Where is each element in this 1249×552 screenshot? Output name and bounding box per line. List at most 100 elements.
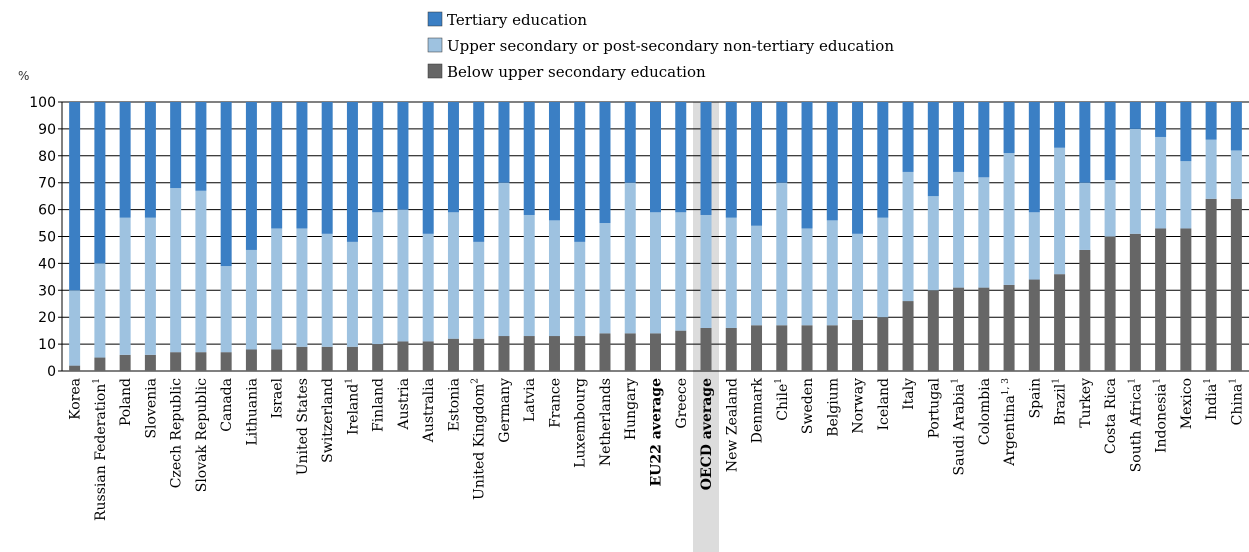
bar-segment <box>624 102 636 183</box>
x-tick-label: Germany <box>497 378 513 443</box>
bar-segment <box>473 241 485 339</box>
bar-segment <box>624 333 636 371</box>
bar-segment <box>346 346 358 371</box>
x-tick-label: Korea <box>68 378 84 420</box>
x-tick-label: Indonesia1 <box>1153 378 1170 453</box>
bar-segment <box>725 327 737 371</box>
bar-segment <box>953 171 965 288</box>
x-tick-label: Spain <box>1027 378 1043 418</box>
bar-segment <box>195 352 207 371</box>
bar-segment <box>801 228 813 326</box>
bar-segment <box>498 182 510 337</box>
bar-segment <box>447 212 459 339</box>
bar-segment <box>1028 212 1040 280</box>
bar-segment <box>700 214 712 328</box>
bar-segment <box>725 102 737 218</box>
x-tick-label: EU22 average <box>649 378 665 487</box>
y-tick-label: 20 <box>38 310 56 326</box>
bar-segment <box>1129 128 1141 234</box>
bar-segment <box>321 346 333 371</box>
bar-segment <box>1129 102 1141 129</box>
bar-segment <box>346 102 358 242</box>
bar-segment <box>195 102 207 191</box>
legend-swatch <box>427 63 443 79</box>
bar-segment <box>119 217 131 355</box>
bar-segment <box>927 290 939 371</box>
bar-segment <box>902 102 914 172</box>
bar-segment <box>1205 198 1217 371</box>
y-tick-label: 50 <box>38 230 56 246</box>
bar-segment <box>574 102 586 242</box>
x-tick-label: Latvia <box>522 378 538 422</box>
bar-segment <box>1079 102 1091 183</box>
bar-segment <box>978 287 990 371</box>
bar-segment <box>473 102 485 242</box>
bar-segment <box>296 346 308 371</box>
bar-segment <box>675 330 687 371</box>
x-tick-label: Portugal <box>926 377 942 438</box>
x-tick-label: Saudi Arabia1 <box>951 378 968 476</box>
bar-segment <box>271 102 283 229</box>
x-tick-label: Slovenia <box>143 378 159 439</box>
x-tick-label: Canada <box>219 378 235 432</box>
bar-segment <box>1180 228 1192 371</box>
bar-segment <box>725 217 737 328</box>
bar-segment <box>94 102 106 264</box>
bar-segment <box>852 102 864 234</box>
bar-segment <box>498 102 510 183</box>
bar-segment <box>144 217 156 355</box>
bar-segment <box>927 196 939 291</box>
x-tick-label: Norway <box>851 378 867 434</box>
x-tick-label: Colombia <box>977 378 993 445</box>
bar-segment <box>700 327 712 371</box>
legend-label: Tertiary education <box>447 11 587 29</box>
footnote-marker: 1 <box>951 378 961 384</box>
bar-segment <box>94 263 106 358</box>
bar-segment <box>801 325 813 371</box>
x-tick-label: Iceland <box>876 378 892 430</box>
bar-segment <box>397 341 409 371</box>
x-tick-label: United States <box>295 378 311 475</box>
y-tick-label: 40 <box>38 256 56 272</box>
bar-segment <box>1155 102 1167 137</box>
bar-segment <box>877 102 889 218</box>
bar-segment <box>245 102 257 250</box>
x-tick-label: United Kingdom2 <box>471 378 488 500</box>
footnote-marker: 1 <box>344 378 354 384</box>
bars <box>69 102 1242 371</box>
footnote-marker: 1 <box>1127 378 1137 384</box>
x-tick-label: Ireland1 <box>344 378 361 435</box>
bar-segment <box>650 212 661 334</box>
bar-segment <box>852 319 864 371</box>
bar-segment <box>953 102 965 172</box>
x-tick-label: South Africa1 <box>1127 378 1144 472</box>
bar-segment <box>1104 102 1116 181</box>
bar-segment <box>220 102 232 267</box>
x-tick-label: Estonia <box>446 378 462 431</box>
footnote-marker: 1 <box>1153 378 1163 384</box>
legend-label: Below upper secondary education <box>447 63 706 81</box>
bar-segment <box>397 209 409 342</box>
bar-segment <box>1079 182 1091 250</box>
bar-segment <box>372 212 384 345</box>
bar-segment <box>422 233 434 342</box>
legend: Tertiary education Upper secondary or pos… <box>427 11 894 81</box>
bar-segment <box>574 241 586 337</box>
y-tick-label: 60 <box>38 203 56 219</box>
x-tick-label: Lithuania <box>244 378 260 446</box>
bar-segment <box>675 212 687 331</box>
x-tick-label: Turkey <box>1078 378 1094 428</box>
bar-segment <box>1079 249 1091 371</box>
footnote-marker: 1 <box>1052 378 1062 384</box>
bar-segment <box>220 352 232 371</box>
bar-segment <box>321 233 333 347</box>
bar-segment <box>751 102 763 226</box>
x-tick-label: Italy <box>901 378 917 410</box>
bar-segment <box>498 336 510 371</box>
bar-segment <box>548 220 560 337</box>
bar-segment <box>245 249 257 350</box>
bar-segment <box>801 102 813 229</box>
x-tick-label: OECD average <box>699 378 715 490</box>
bar-segment <box>1230 150 1242 199</box>
bar-segment <box>422 102 434 234</box>
